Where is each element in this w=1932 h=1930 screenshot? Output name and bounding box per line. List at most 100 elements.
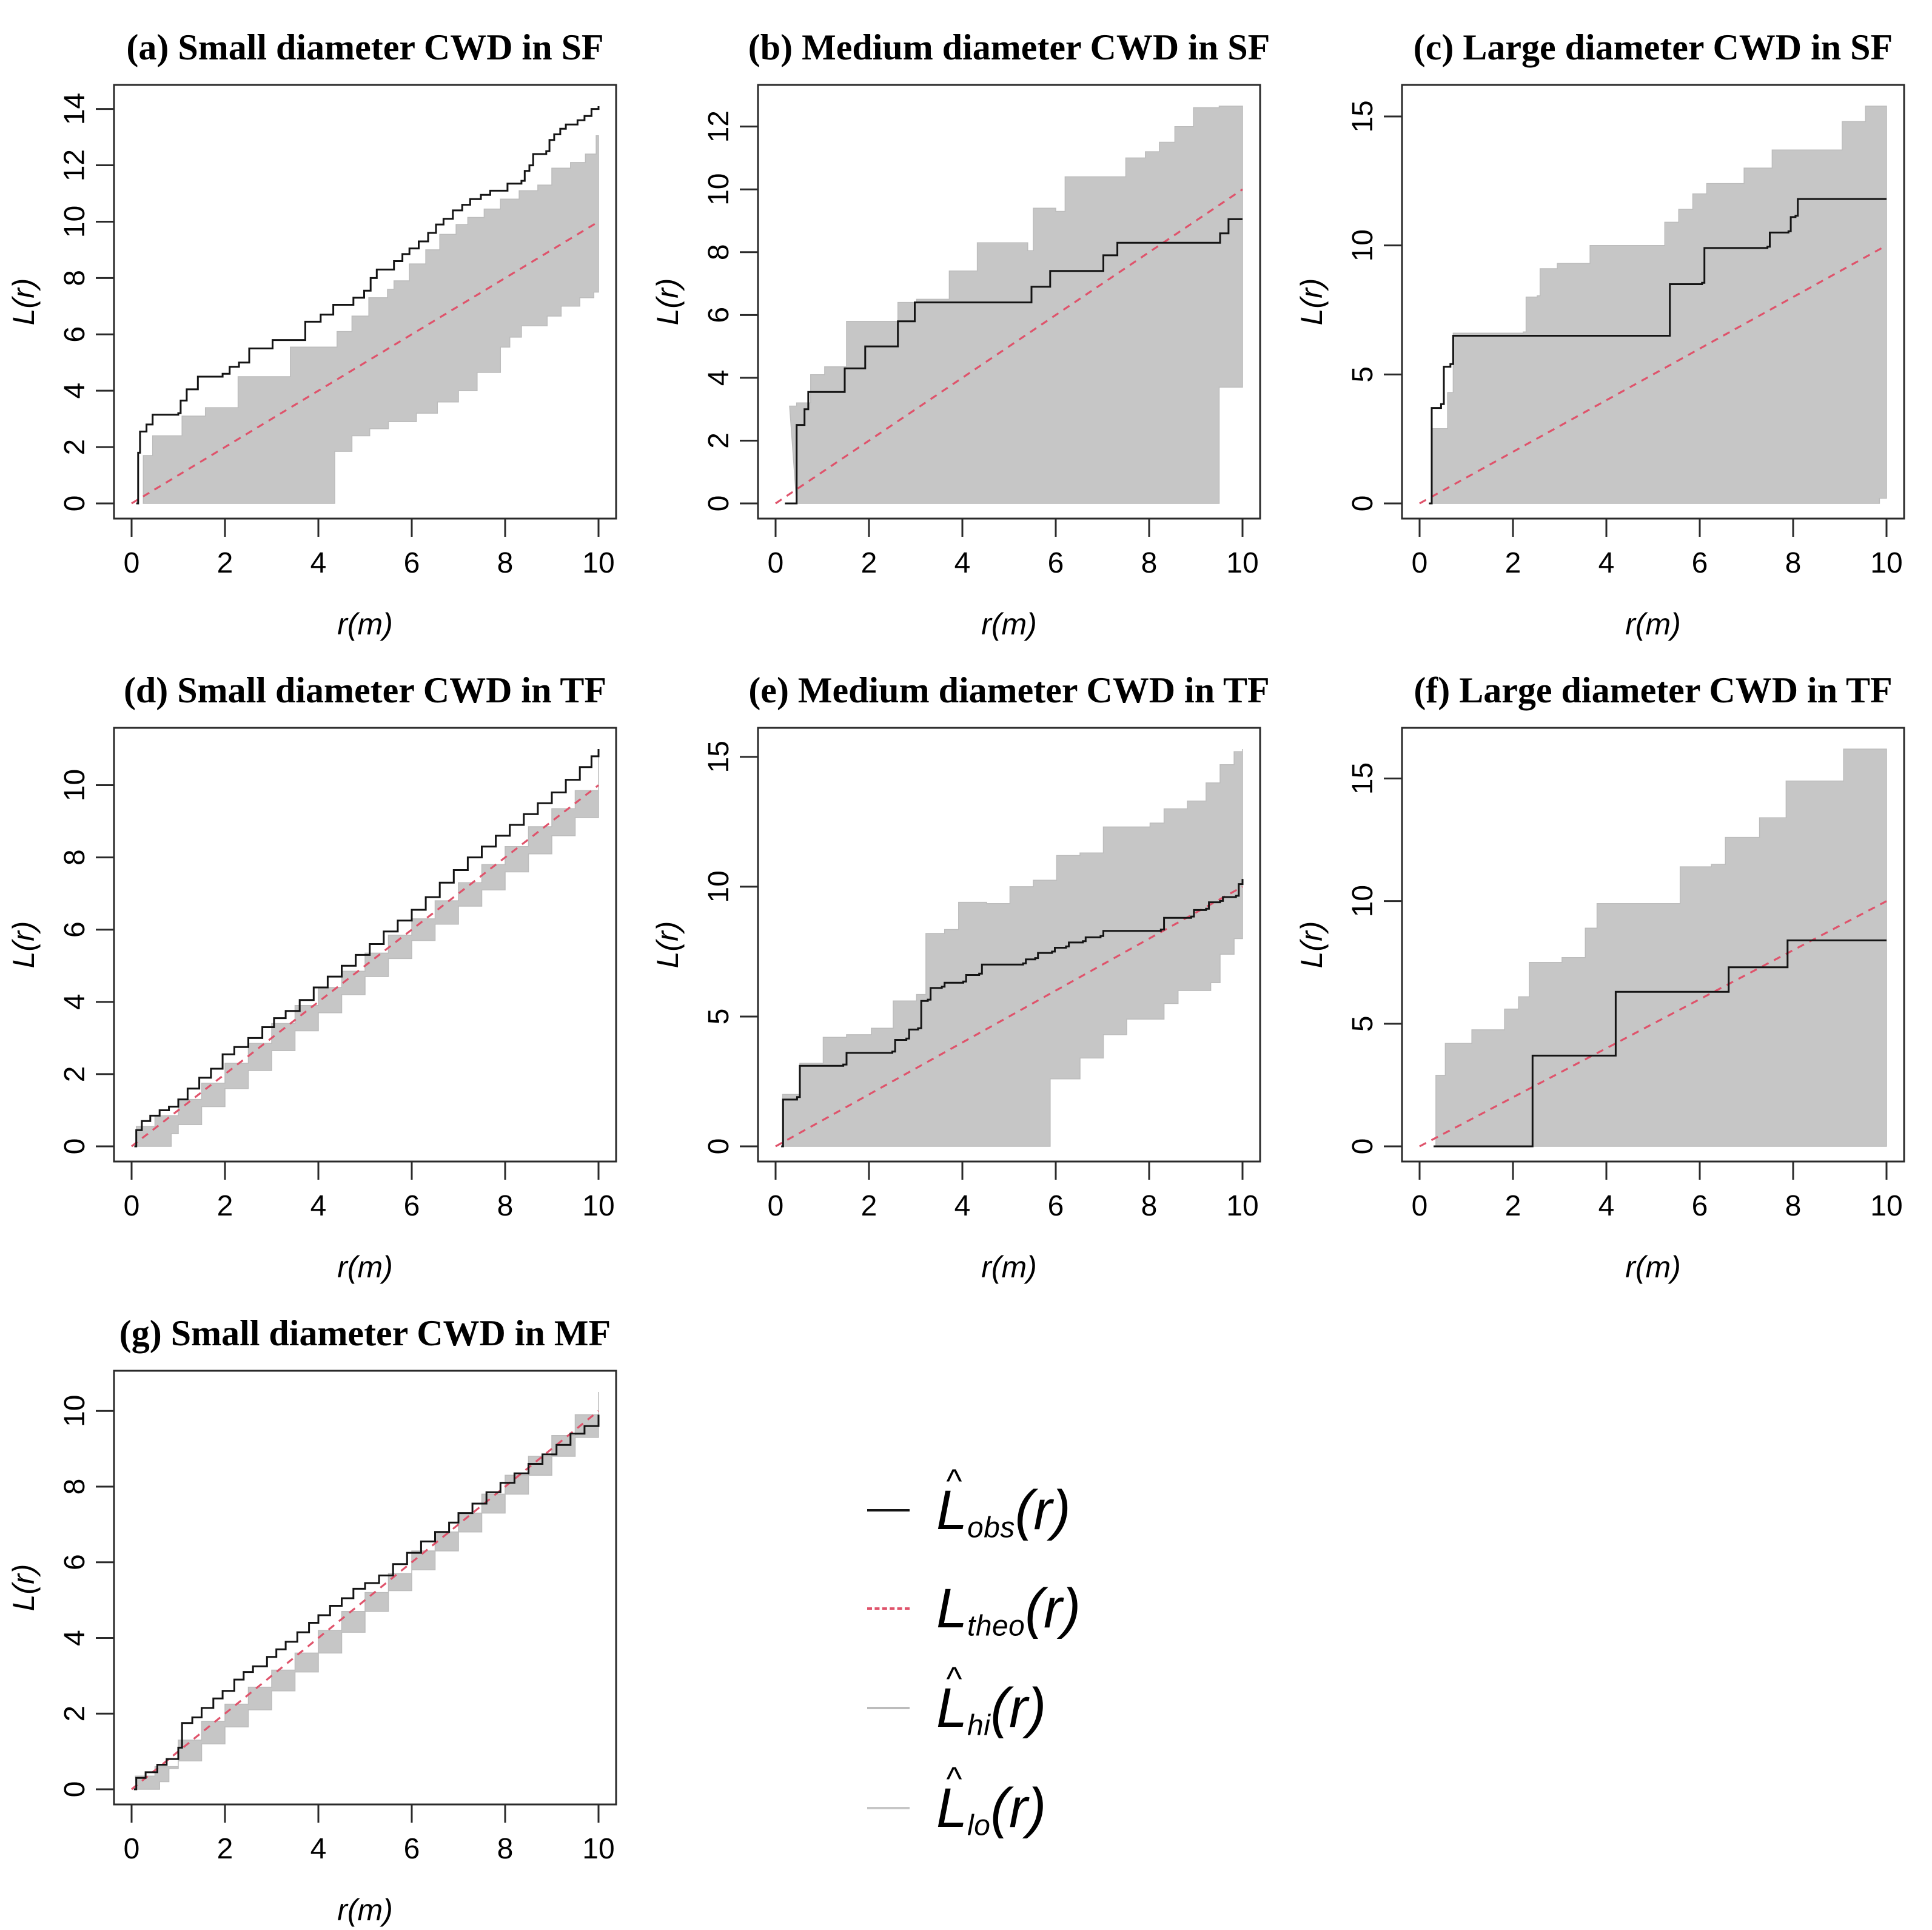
x-tick-label-c: 4 (1598, 547, 1615, 579)
x-axis-label-a: r(m) (337, 607, 393, 641)
figure-legend: ^ Lobs(r) Ltheo(r) ^ Lhi(r) ^ Llo(r) (644, 1286, 1288, 1929)
legend-subscript-theo: theo (967, 1610, 1025, 1643)
panel-title-a: (a) Small diameter CWD in SF (126, 27, 603, 67)
legend-subscript-obs: obs (967, 1511, 1015, 1544)
panel-b-medium-cwd-sf: 0 2 4 6 8 10 0 2 4 6 8 10 12 (b) Medium diameter CWD … (644, 0, 1288, 643)
y-tick-label-a: 12 (59, 149, 91, 181)
obs-line-d (134, 749, 600, 1148)
x-tick-label-e: 6 (1048, 1190, 1064, 1222)
y-tick-label-f: 10 (1347, 885, 1379, 917)
y-axis-label-b: L(r) (651, 278, 685, 326)
legend-line-theo-dashed-icon (867, 1607, 910, 1610)
y-tick-label-a: 6 (59, 326, 91, 343)
panel-a-small-cwd-sf: 0 2 4 6 8 10 0 2 4 6 8 10 12 14 (a) Small diameter CWD… (0, 0, 644, 643)
theo-line-c (1419, 244, 1887, 505)
y-tick-label-e: 10 (703, 870, 735, 903)
legend-label-theo: Ltheo(r) (936, 1578, 1081, 1643)
obs-line-g (133, 1414, 600, 1790)
envelope-region-a (143, 135, 599, 504)
envelope-region-e (782, 749, 1243, 1147)
x-tick-label-d: 8 (497, 1190, 514, 1222)
y-tick-label-c: 10 (1347, 229, 1379, 261)
x-tick-label-b: 10 (1226, 547, 1258, 579)
y-axis-label-e: L(r) (651, 921, 685, 969)
y-tick-label-b: 8 (703, 244, 735, 260)
chart-e: 0 2 4 6 8 10 0 5 10 15 (e) Medium diameter CWD in … (651, 670, 1270, 1284)
y-tick-label-b: 4 (703, 370, 735, 386)
x-tick-label-g: 8 (497, 1833, 514, 1865)
legend-line-lo-icon (867, 1807, 910, 1809)
chart-b: 0 2 4 6 8 10 0 2 4 6 8 10 12 (b) Medium diameter CWD … (651, 27, 1270, 641)
legend-item-obs: ^ Lobs(r) (867, 1462, 1071, 1547)
x-tick-label-f: 10 (1870, 1190, 1902, 1222)
legend-item-hi: ^ Lhi(r) (867, 1660, 1047, 1744)
y-tick-label-a: 2 (59, 439, 91, 456)
x-axis-label-e: r(m) (981, 1250, 1037, 1284)
x-tick-label-a: 6 (404, 547, 420, 579)
y-axis-label-g: L(r) (7, 1564, 41, 1612)
x-tick-label-e: 2 (861, 1190, 877, 1222)
envelope-region-g (135, 1392, 599, 1790)
y-tick-label-c: 0 (1347, 496, 1379, 512)
plot-box-d (113, 727, 617, 1163)
theo-line-a (131, 221, 599, 505)
x-tick-label-f: 2 (1505, 1190, 1521, 1222)
legend-label-lo: ^ Llo(r) (936, 1760, 1047, 1842)
x-tick-label-b: 4 (954, 547, 971, 579)
envelope-region-f (1435, 748, 1887, 1147)
plot-box-e (757, 727, 1261, 1163)
y-tick-label-d: 2 (59, 1066, 91, 1083)
x-tick-label-b: 8 (1141, 547, 1158, 579)
y-tick-label-a: 8 (59, 270, 91, 286)
x-tick-label-f: 8 (1785, 1190, 1802, 1222)
y-tick-label-g: 0 (59, 1781, 91, 1798)
legend-subscript-hi: hi (967, 1709, 991, 1742)
legend-line-obs-icon (867, 1509, 910, 1511)
panel-title-d: (d) Small diameter CWD in TF (124, 670, 606, 710)
panel-e-medium-cwd-tf: 0 2 4 6 8 10 0 5 10 15 (e) Medium diameter CWD in … (644, 643, 1288, 1286)
empty-cell (1288, 1286, 1932, 1929)
x-axis-label-b: r(m) (981, 607, 1037, 641)
y-tick-label-f: 0 (1347, 1138, 1379, 1155)
x-tick-label-a: 10 (582, 547, 614, 579)
x-axis-label-d: r(m) (337, 1250, 393, 1284)
panel-title-e: (e) Medium diameter CWD in TF (748, 670, 1269, 710)
y-tick-label-g: 4 (59, 1630, 91, 1646)
obs-line-b (785, 218, 1243, 505)
x-tick-label-g: 6 (404, 1833, 420, 1865)
chart-a: 0 2 4 6 8 10 0 2 4 6 8 10 12 14 (a) Small diameter CWD… (7, 27, 617, 641)
x-tick-label-g: 10 (582, 1833, 614, 1865)
y-tick-label-a: 4 (59, 383, 91, 399)
y-tick-label-b: 0 (703, 496, 735, 512)
y-tick-label-c: 5 (1347, 366, 1379, 383)
x-tick-label-c: 6 (1692, 547, 1708, 579)
y-tick-label-g: 6 (59, 1554, 91, 1570)
panel-title-g: (g) Small diameter CWD in MF (119, 1313, 611, 1353)
x-tick-label-g: 4 (310, 1833, 327, 1865)
theo-line-b (775, 188, 1243, 505)
y-tick-label-a: 14 (59, 93, 91, 125)
x-tick-label-d: 10 (582, 1190, 614, 1222)
envelope-region-c (1431, 106, 1887, 504)
y-axis-label-d: L(r) (7, 921, 41, 969)
x-tick-label-d: 0 (124, 1190, 140, 1222)
y-axis-label-f: L(r) (1295, 921, 1329, 969)
x-tick-label-a: 8 (497, 547, 514, 579)
x-tick-label-e: 10 (1226, 1190, 1258, 1222)
legend-label-obs: ^ Lobs(r) (936, 1462, 1071, 1544)
y-tick-label-b: 2 (703, 432, 735, 449)
panel-d-small-cwd-tf: 0 2 4 6 8 10 0 2 4 6 8 10 (d) Small diameter CWD in … (0, 643, 644, 1286)
hat-accent-icon: ^ (946, 1462, 962, 1501)
envelope-region-b (789, 106, 1243, 504)
plot-box-g (113, 1370, 617, 1806)
y-tick-label-e: 5 (703, 1009, 735, 1025)
y-tick-label-f: 5 (1347, 1015, 1379, 1032)
y-tick-label-e: 15 (703, 741, 735, 773)
legend-label-hi: ^ Lhi(r) (936, 1660, 1047, 1742)
x-tick-label-e: 4 (954, 1190, 971, 1222)
x-tick-label-b: 0 (768, 547, 784, 579)
panel-g-small-cwd-mf: 0 2 4 6 8 10 0 2 4 6 8 10 (g) Small diameter CWD in … (0, 1286, 644, 1929)
hat-accent-icon: ^ (946, 1660, 962, 1698)
obs-line-e (781, 879, 1244, 1148)
